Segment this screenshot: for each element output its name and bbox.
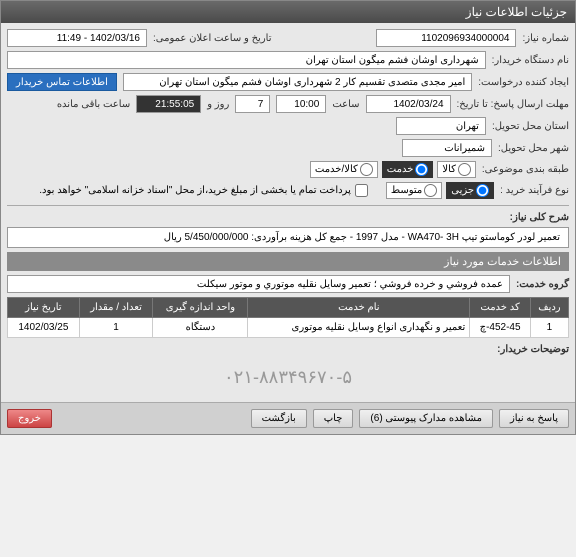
- window-title: جزئیات اطلاعات نیاز: [466, 5, 567, 19]
- service-group-field: عمده فروشي و خرده فروشي ؛ تعمير وسايل نق…: [7, 275, 510, 293]
- td-code: 452-45-چ: [470, 318, 531, 338]
- subject-type-label: طبقه بندی موضوعی:: [482, 164, 569, 175]
- back-button[interactable]: بازگشت: [251, 409, 307, 428]
- radio-motevaset-input[interactable]: [424, 184, 437, 197]
- contact-buyer-button[interactable]: اطلاعات تماس خریدار: [7, 73, 117, 91]
- title-bar: جزئیات اطلاعات نیاز: [1, 1, 575, 23]
- radio-jozi[interactable]: جزیی: [446, 182, 494, 199]
- row-buyer-notes: توضیحات خریدار:: [7, 344, 569, 355]
- radio-both[interactable]: کالا/خدمت: [310, 161, 378, 178]
- days-label: روز و: [207, 99, 229, 110]
- deadline-date-field: 1402/03/24: [366, 95, 451, 113]
- buy-type-radio-group: جزیی متوسط: [386, 182, 494, 199]
- th-qty: تعداد / مقدار: [79, 298, 153, 318]
- row-need-number: شماره نیاز: 1102096934000004 تاریخ و ساع…: [7, 29, 569, 47]
- service-group-label: گروه خدمت:: [516, 279, 569, 290]
- main-window: جزئیات اطلاعات نیاز شماره نیاز: 11020969…: [0, 0, 576, 435]
- row-buyer: نام دستگاه خریدار: شهرداری اوشان فشم میگ…: [7, 51, 569, 69]
- remaining-label: ساعت باقی مانده: [57, 99, 130, 110]
- th-idx: ردیف: [530, 298, 568, 318]
- time-label: ساعت: [332, 99, 359, 110]
- content-area: شماره نیاز: 1102096934000004 تاریخ و ساع…: [1, 23, 575, 402]
- table-row[interactable]: 1 452-45-چ تعمیر و نگهداری انواع وسایل ن…: [8, 318, 569, 338]
- td-name: تعمیر و نگهداری انواع وسایل نقلیه موتوری: [248, 318, 470, 338]
- city-label: شهر محل تحویل:: [498, 143, 569, 154]
- announce-label: تاریخ و ساعت اعلان عمومی:: [153, 33, 272, 44]
- footer-bar: پاسخ به نیاز مشاهده مدارک پیوستی (6) چاپ…: [1, 402, 575, 434]
- row-service-group: گروه خدمت: عمده فروشي و خرده فروشي ؛ تعم…: [7, 275, 569, 293]
- payment-checkbox-row: پرداخت تمام یا بخشی از مبلغ خرید،از محل …: [39, 184, 368, 197]
- need-number-field: 1102096934000004: [376, 29, 516, 47]
- table-header-row: ردیف کد خدمت نام خدمت واحد اندازه گیری ت…: [8, 298, 569, 318]
- province-label: استان محل تحویل:: [492, 121, 569, 132]
- td-unit: دستگاه: [153, 318, 248, 338]
- remaining-time-field: 21:55:05: [136, 95, 201, 113]
- radio-khedmat[interactable]: خدمت: [382, 161, 434, 178]
- th-code: کد خدمت: [470, 298, 531, 318]
- radio-motevaset[interactable]: متوسط: [386, 182, 442, 199]
- buyer-label: نام دستگاه خریدار:: [492, 55, 569, 66]
- print-button[interactable]: چاپ: [313, 409, 354, 428]
- radio-jozi-input[interactable]: [476, 184, 489, 197]
- td-qty: 1: [79, 318, 153, 338]
- phone-watermark: ۰۲۱-۸۸۳۴۹۶۷۰-۵: [7, 359, 569, 396]
- th-unit: واحد اندازه گیری: [153, 298, 248, 318]
- requester-label: ایجاد کننده درخواست:: [478, 77, 569, 88]
- payment-checkbox[interactable]: [355, 184, 368, 197]
- row-city: شهر محل تحویل: شمیرانات: [7, 139, 569, 157]
- row-main-desc: شرح کلی نیاز:: [7, 212, 569, 223]
- row-subject-type: طبقه بندی موضوعی: کالا خدمت کالا/خدمت: [7, 161, 569, 178]
- divider-1: [7, 205, 569, 206]
- main-desc-label: شرح کلی نیاز:: [510, 212, 569, 223]
- td-date: 1402/03/25: [8, 318, 80, 338]
- deadline-label: مهلت ارسال پاسخ: تا تاریخ:: [457, 99, 569, 110]
- payment-note: پرداخت تمام یا بخشی از مبلغ خرید،از محل …: [39, 185, 351, 196]
- buyer-notes-label: توضیحات خریدار:: [497, 344, 569, 355]
- days-field: 7: [235, 95, 270, 113]
- services-header: اطلاعات خدمات مورد نیاز: [7, 252, 569, 271]
- attachments-button[interactable]: مشاهده مدارک پیوستی (6): [359, 409, 493, 428]
- exit-button[interactable]: خروج: [7, 409, 52, 428]
- respond-button[interactable]: پاسخ به نیاز: [499, 409, 569, 428]
- row-deadline: مهلت ارسال پاسخ: تا تاریخ: 1402/03/24 سا…: [7, 95, 569, 113]
- th-date: تاریخ نیاز: [8, 298, 80, 318]
- services-table: ردیف کد خدمت نام خدمت واحد اندازه گیری ت…: [7, 297, 569, 338]
- radio-kala-input[interactable]: [458, 163, 471, 176]
- row-requester: ایجاد کننده درخواست: امیر مجدی متصدی تقس…: [7, 73, 569, 91]
- td-idx: 1: [530, 318, 568, 338]
- announce-field: 1402/03/16 - 11:49: [7, 29, 147, 47]
- main-desc-box: تعمیر لودر کوماستو تیپ WA470- 3H - مدل 1…: [7, 227, 569, 248]
- deadline-time-field: 10:00: [276, 95, 326, 113]
- row-province: استان محل تحویل: تهران: [7, 117, 569, 135]
- radio-khedmat-input[interactable]: [415, 163, 428, 176]
- city-field: شمیرانات: [402, 139, 492, 157]
- need-number-label: شماره نیاز:: [522, 33, 569, 44]
- row-buy-type: نوع فرآیند خرید : جزیی متوسط پرداخت تمام…: [7, 182, 569, 199]
- requester-field: امیر مجدی متصدی تقسیم کار 2 شهرداری اوشا…: [123, 73, 472, 91]
- buyer-field: شهرداری اوشان فشم میگون استان تهران: [7, 51, 486, 69]
- province-field: تهران: [396, 117, 486, 135]
- radio-kala[interactable]: کالا: [437, 161, 476, 178]
- radio-both-input[interactable]: [360, 163, 373, 176]
- th-name: نام خدمت: [248, 298, 470, 318]
- subject-radio-group: کالا خدمت کالا/خدمت: [310, 161, 476, 178]
- buy-type-label: نوع فرآیند خرید :: [500, 185, 569, 196]
